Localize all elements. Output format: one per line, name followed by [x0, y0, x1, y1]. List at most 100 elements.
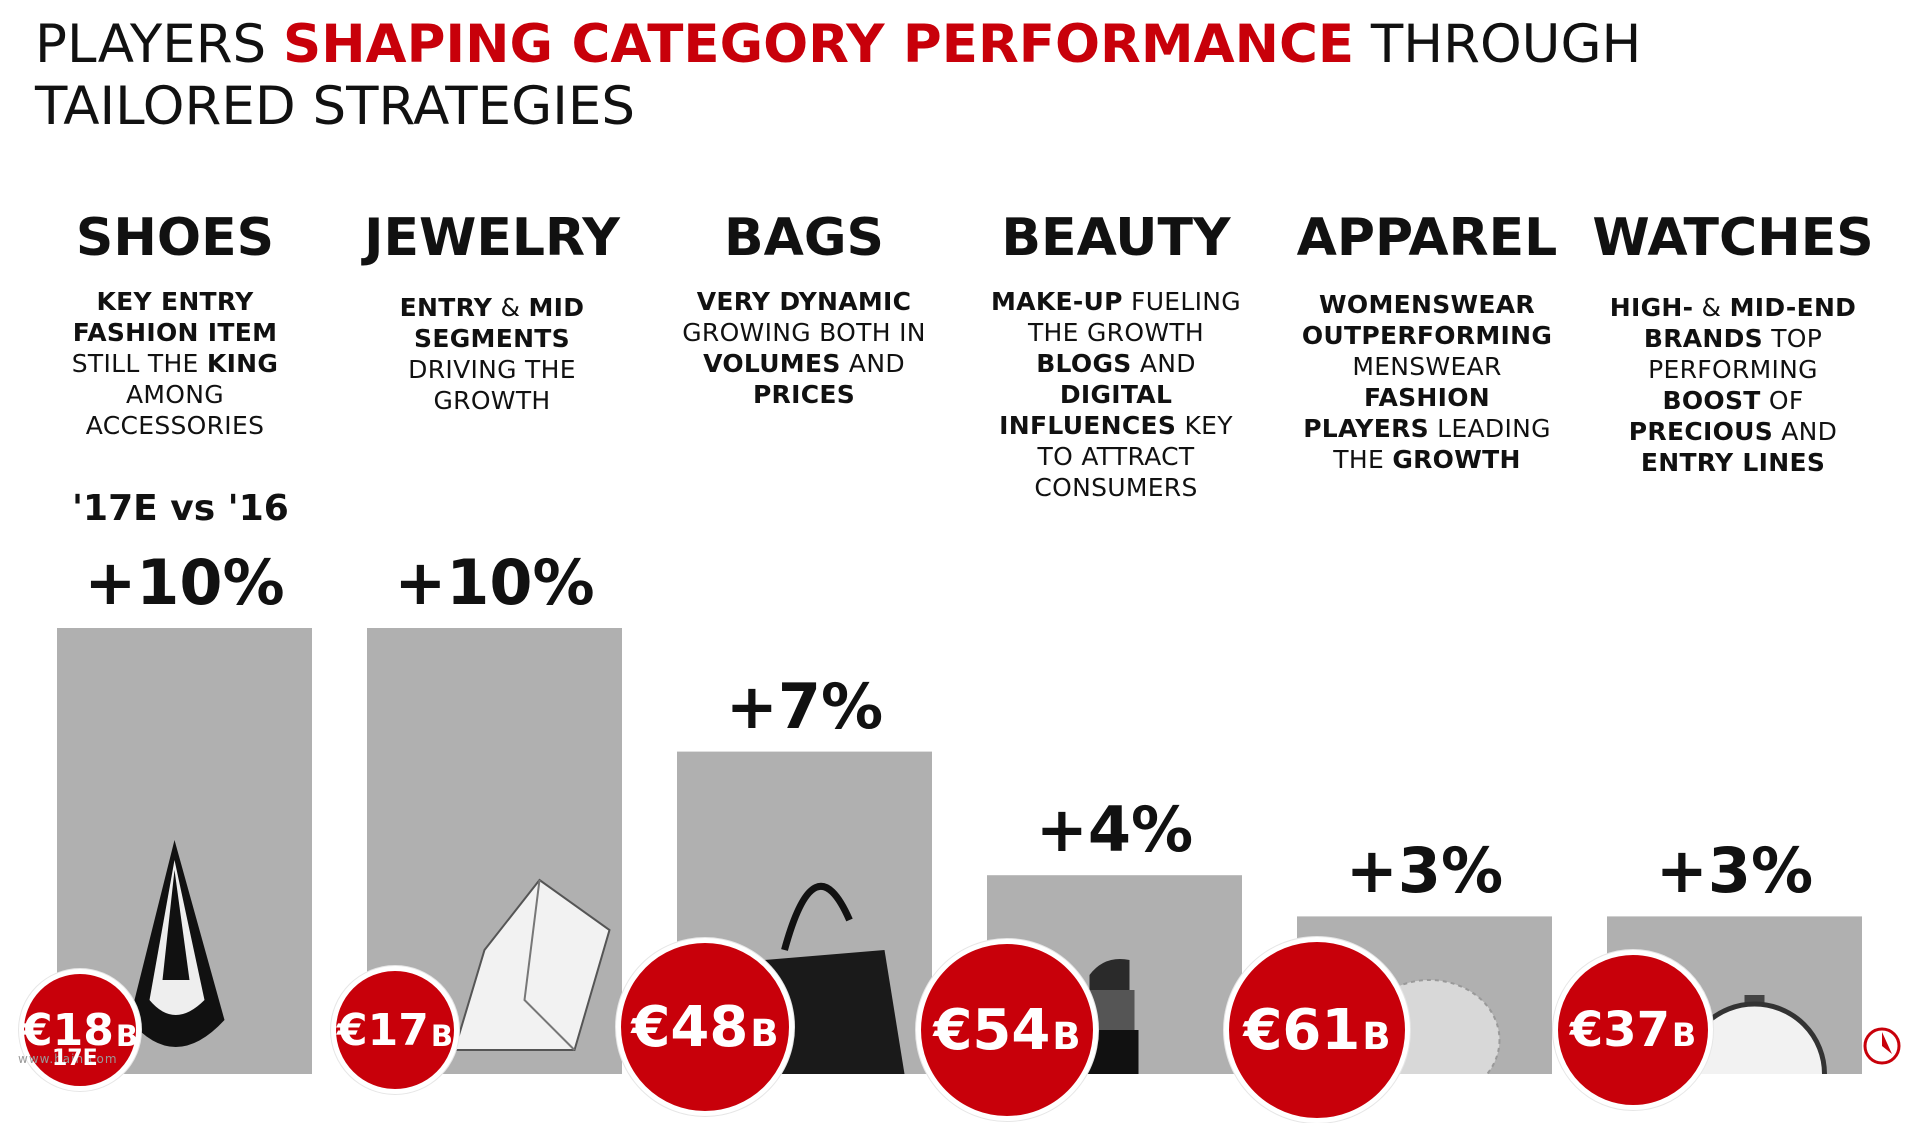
market-size-value: €61: [1243, 997, 1361, 1063]
description-text: AND: [1131, 349, 1196, 378]
market-size-unit: B: [115, 1019, 138, 1053]
description-line: DRIVING THE: [342, 354, 642, 385]
description-text: THE: [1333, 445, 1393, 474]
year-label: 17E: [52, 1046, 98, 1071]
category-name: BAGS: [723, 208, 884, 268]
growth-label: +3%: [1345, 834, 1504, 908]
description-emphasis: PRICES: [752, 380, 856, 409]
description-emphasis: BLOGS: [1036, 349, 1132, 378]
description-emphasis: KEY ENTRY: [96, 287, 254, 316]
description-emphasis: INFLUENCES: [999, 411, 1177, 440]
description-emphasis: MAKE-UP: [991, 287, 1123, 316]
description-emphasis: GROWTH: [1392, 445, 1521, 474]
category-description: ENTRY & MID SEGMENTS DRIVING THE GROWTH: [342, 292, 642, 416]
period-label: '17E vs '16: [72, 488, 289, 529]
description-line: ACCESSORIES: [25, 410, 325, 441]
category-description: VERY DYNAMIC GROWING BOTH IN VOLUMES AND PR…: [654, 286, 954, 410]
diamond-icon: [453, 878, 611, 1051]
description-text: AND: [840, 349, 905, 378]
growth-label: +4%: [1035, 793, 1194, 867]
description-emphasis: MID-END: [1729, 293, 1857, 322]
description-line: GROWTH: [342, 385, 642, 416]
description-emphasis: FASHION ITEM: [72, 318, 278, 347]
growth-label: +7%: [725, 669, 884, 743]
description-text: GROWING BOTH IN: [682, 318, 926, 347]
market-size-unit: B: [1672, 1018, 1697, 1054]
description-line: SEGMENTS: [342, 323, 642, 354]
description-text: TOP: [1762, 324, 1823, 353]
growth-label: +3%: [1655, 834, 1814, 908]
market-size-badge: €17 B: [331, 966, 459, 1094]
growth-label: +10%: [84, 546, 285, 619]
description-line: MENSWEAR: [1277, 351, 1577, 382]
description-line: THE GROWTH: [966, 317, 1266, 348]
brand-logo-icon: [1863, 1027, 1901, 1065]
description-text: AND: [1773, 417, 1838, 446]
description-emphasis: ENTRY LINES: [1640, 448, 1826, 477]
description-emphasis: HIGH-: [1609, 293, 1694, 322]
description-line: BRANDS TOP: [1583, 323, 1883, 354]
description-text: STILL THE: [71, 349, 207, 378]
description-emphasis: VOLUMES: [703, 349, 841, 378]
market-size-badge: €37 B: [1553, 950, 1713, 1110]
description-line: VOLUMES AND: [654, 348, 954, 379]
category-description: HIGH- & MID-END BRANDS TOP PERFORMING BOOST…: [1583, 292, 1883, 478]
description-line: GROWING BOTH IN: [654, 317, 954, 348]
description-emphasis: DIGITAL: [1059, 380, 1173, 409]
description-text: LEADING: [1428, 414, 1551, 443]
category-name: JEWELRY: [364, 208, 620, 268]
growth-label: +10%: [394, 546, 595, 619]
description-text: &: [492, 293, 529, 322]
market-size-badge: €61 B: [1224, 937, 1410, 1123]
description-line: WOMENSWEAR: [1277, 289, 1577, 320]
description-text: FUELING: [1122, 287, 1241, 316]
description-text: GROWTH: [433, 386, 551, 415]
market-size-value: €18: [22, 1004, 114, 1056]
market-size-badge: €18 B: [19, 969, 141, 1091]
page-title: PLAYERS SHAPING CATEGORY PERFORMANCE THR…: [35, 14, 1735, 138]
category-name: BEAUTY: [1001, 208, 1231, 268]
description-text: &: [1693, 293, 1730, 322]
description-line: KEY ENTRY: [25, 286, 325, 317]
description-line: ENTRY & MID: [342, 292, 642, 323]
description-line: VERY DYNAMIC: [654, 286, 954, 317]
category-description: WOMENSWEAR OUTPERFORMING MENSWEAR FASHION PL…: [1277, 289, 1577, 475]
description-line: BLOGS AND: [966, 348, 1266, 379]
footnote: www.bain.com: [18, 1052, 118, 1066]
description-line: FASHION ITEM: [25, 317, 325, 348]
description-emphasis: OUTPERFORMING: [1301, 321, 1553, 350]
description-line: OUTPERFORMING: [1277, 320, 1577, 351]
title-line2: TAILORED STRATEGIES: [35, 76, 636, 137]
description-emphasis: KING: [206, 349, 279, 378]
description-text: DRIVING THE: [408, 355, 576, 384]
description-emphasis: BOOST: [1662, 386, 1761, 415]
description-emphasis: PRECIOUS: [1628, 417, 1774, 446]
growth-chart: [57, 628, 1862, 1074]
description-line: STILL THE KING: [25, 348, 325, 379]
description-emphasis: WOMENSWEAR: [1319, 290, 1535, 319]
title-highlight: SHAPING CATEGORY PERFORMANCE: [283, 14, 1355, 75]
description-emphasis: ENTRY: [399, 293, 493, 322]
category-name: APPAREL: [1296, 208, 1558, 268]
category-name: WATCHES: [1592, 208, 1874, 268]
market-size-value: €37: [1569, 1002, 1671, 1058]
description-line: FASHION: [1277, 382, 1577, 413]
description-emphasis: BRANDS: [1643, 324, 1763, 353]
description-text: CONSUMERS: [1034, 473, 1198, 502]
description-line: PLAYERS LEADING: [1277, 413, 1577, 444]
description-emphasis: MID: [528, 293, 585, 322]
market-size-value: €17: [337, 1004, 429, 1056]
description-line: ENTRY LINES: [1583, 447, 1883, 478]
description-text: KEY: [1176, 411, 1233, 440]
market-size-badge: €54 B: [916, 939, 1098, 1121]
description-text: TO ATTRACT: [1037, 442, 1195, 471]
description-text: ACCESSORIES: [85, 411, 265, 440]
description-line: TO ATTRACT: [966, 441, 1266, 472]
market-size-unit: B: [1052, 1014, 1081, 1058]
category-name: SHOES: [75, 208, 275, 268]
description-text: AMONG: [126, 380, 224, 409]
description-text: PERFORMING: [1648, 355, 1818, 384]
description-text: OF: [1760, 386, 1804, 415]
description-emphasis: SEGMENTS: [414, 324, 570, 353]
market-size-value: €54: [933, 997, 1051, 1063]
